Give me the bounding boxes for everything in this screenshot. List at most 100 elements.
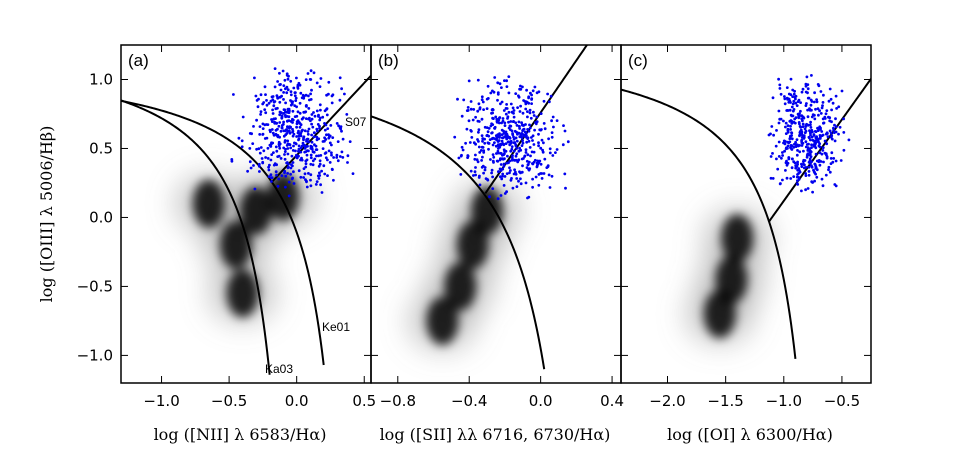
scatter-point-a xyxy=(311,125,315,129)
scatter-point-b xyxy=(521,139,524,143)
scatter-point-c xyxy=(810,165,814,169)
scatter-point-a xyxy=(267,165,270,169)
scatter-point-c xyxy=(810,115,814,119)
scatter-point-a xyxy=(291,129,295,133)
scatter-point-b xyxy=(501,172,505,176)
scatter-point-a xyxy=(338,98,342,102)
scatter-point-b xyxy=(501,136,505,140)
scatter-point-a xyxy=(314,144,318,148)
scatter-point-a xyxy=(232,93,235,96)
scatter-point-a xyxy=(302,176,305,179)
x-tick-labels-b: −0.8 −0.4 0.0 0.4 xyxy=(380,392,624,410)
scatter-point-a xyxy=(295,122,299,126)
scatter-point-b xyxy=(535,161,539,165)
scatter-point-b xyxy=(497,170,500,174)
scatter-point-c xyxy=(835,107,838,110)
scatter-point-c xyxy=(829,97,833,101)
scatter-point-b xyxy=(483,168,487,172)
scatter-point-b xyxy=(503,192,507,195)
scatter-point-b xyxy=(503,121,507,125)
scatter-point-a xyxy=(330,151,333,155)
scatter-point-a xyxy=(255,147,258,151)
scatter-point-a xyxy=(274,132,278,136)
scatter-point-b xyxy=(548,147,552,151)
scatter-point-a xyxy=(261,127,265,130)
scatter-point-a xyxy=(283,78,287,82)
scatter-point-a xyxy=(248,132,252,135)
scatter-point-b xyxy=(473,170,477,174)
scatter-point-b xyxy=(466,106,470,109)
panel-b: (b) −0.8 −0.4 0.0 0.4 log ([SII] λλ 6716… xyxy=(370,44,624,444)
scatter-point-b xyxy=(503,175,507,178)
scatter-point-b xyxy=(550,119,553,123)
scatter-point-b xyxy=(543,157,547,161)
scatter-point-c xyxy=(832,128,835,132)
scatter-point-b xyxy=(515,152,519,156)
scatter-point-c xyxy=(800,138,804,142)
scatter-point-a xyxy=(282,108,286,111)
scatter-point-c xyxy=(817,113,820,117)
scatter-point-c xyxy=(804,82,808,86)
scatter-point-a xyxy=(305,104,308,107)
scatter-point-c xyxy=(821,104,824,107)
scatter-point-c xyxy=(798,169,801,172)
scatter-point-a xyxy=(302,116,305,119)
scatter-point-c xyxy=(818,137,822,140)
scatter-point-b xyxy=(514,121,518,125)
scatter-point-b xyxy=(505,132,509,136)
scatter-point-b xyxy=(495,117,499,121)
scatter-point-c xyxy=(789,127,792,131)
scatter-point-b xyxy=(522,127,526,131)
curve-ke01-a xyxy=(121,99,325,366)
curve-label-ka03: Ka03 xyxy=(265,362,293,376)
scatter-point-a xyxy=(338,155,342,158)
scatter-point-a xyxy=(290,154,294,158)
scatter-point-c xyxy=(824,173,828,177)
scatter-point-b xyxy=(523,130,527,134)
scatter-point-b xyxy=(499,194,503,197)
scatter-point-a xyxy=(303,145,307,149)
scatter-point-b xyxy=(500,128,504,132)
scatter-point-c xyxy=(815,175,819,179)
scatter-point-c xyxy=(806,187,810,190)
scatter-point-b xyxy=(480,98,484,102)
scatter-points-c xyxy=(767,74,851,194)
scatter-point-b xyxy=(496,197,500,201)
scatter-point-c xyxy=(778,83,782,87)
scatter-point-a xyxy=(276,96,279,99)
density-core-blob-b-0 xyxy=(426,296,459,345)
panel-a: (a) Ke01 Ka03 S07 −1.0 −0.5 0.0 0.5 log … xyxy=(120,44,376,444)
scatter-point-b xyxy=(507,161,510,165)
scatter-point-a xyxy=(283,150,287,154)
scatter-point-c xyxy=(809,120,812,124)
scatter-point-a xyxy=(278,100,282,104)
scatter-point-a xyxy=(284,101,287,105)
scatter-point-c xyxy=(796,149,799,152)
x-tick-label-c-0: −2.0 xyxy=(649,392,685,410)
scatter-point-a xyxy=(313,157,317,161)
scatter-point-b xyxy=(508,166,511,170)
x-tick-label-b-3: 0.4 xyxy=(600,392,624,410)
scatter-point-b xyxy=(512,137,516,141)
scatter-point-a xyxy=(289,166,293,170)
scatter-point-b xyxy=(501,174,504,178)
scatter-point-a xyxy=(277,154,281,158)
scatter-point-b xyxy=(491,153,495,157)
scatter-point-c xyxy=(815,100,819,104)
scatter-point-c xyxy=(814,165,818,168)
scatter-point-c xyxy=(786,147,789,150)
scatter-point-b xyxy=(518,110,522,113)
scatter-point-c xyxy=(770,125,774,128)
scatter-point-a xyxy=(257,97,260,101)
scatter-point-b xyxy=(493,141,496,145)
scatter-point-c xyxy=(796,160,799,164)
scatter-point-c xyxy=(830,151,834,155)
scatter-point-b xyxy=(514,170,517,174)
scatter-point-c xyxy=(807,165,811,169)
scatter-point-a xyxy=(309,153,313,157)
scatter-point-b xyxy=(478,151,482,154)
scatter-point-b xyxy=(506,115,510,119)
density-core-blob-a-3 xyxy=(240,186,273,235)
scatter-point-c xyxy=(771,152,774,155)
density-core-a xyxy=(192,172,300,318)
